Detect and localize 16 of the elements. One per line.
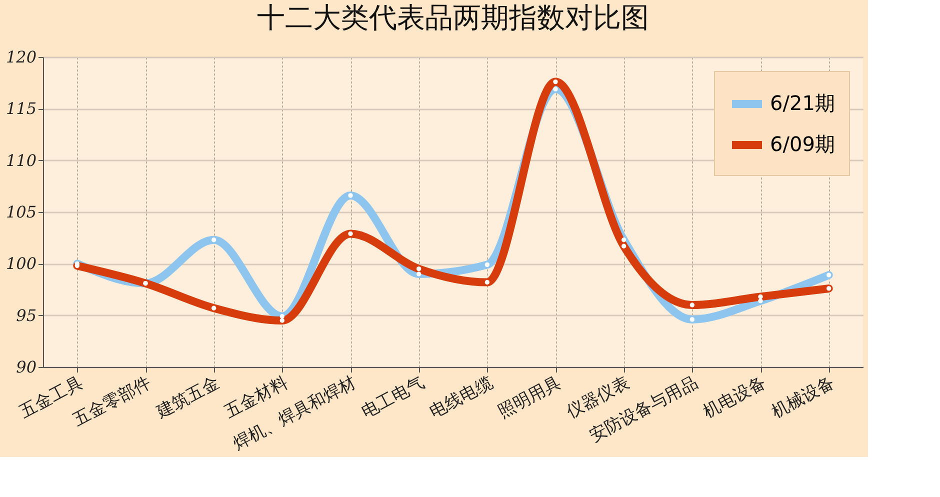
y-tick-label: 120 — [6, 48, 36, 66]
y-tick-label: 95 — [16, 306, 36, 325]
x-tick-label: 照明用具 — [495, 372, 564, 422]
legend-label: 6/09期 — [770, 132, 835, 156]
x-tick-label: 电工电气 — [358, 372, 428, 422]
x-tick-label: 机电设备 — [700, 372, 770, 422]
y-tick-label: 110 — [6, 150, 36, 170]
x-tick-label: 机械设备 — [768, 372, 838, 422]
legend-label: 6/21期 — [770, 91, 835, 115]
x-tick-label: 电线电缆 — [426, 372, 496, 422]
x-tick-label: 建筑五金 — [152, 372, 223, 423]
y-tick-label: 100 — [6, 254, 36, 274]
y-tick-label: 115 — [6, 99, 36, 118]
y-tick-label: 90 — [16, 358, 36, 376]
chart-title: 十二大类代表品两期指数对比图 — [257, 1, 649, 34]
y-tick-label: 105 — [6, 202, 36, 222]
